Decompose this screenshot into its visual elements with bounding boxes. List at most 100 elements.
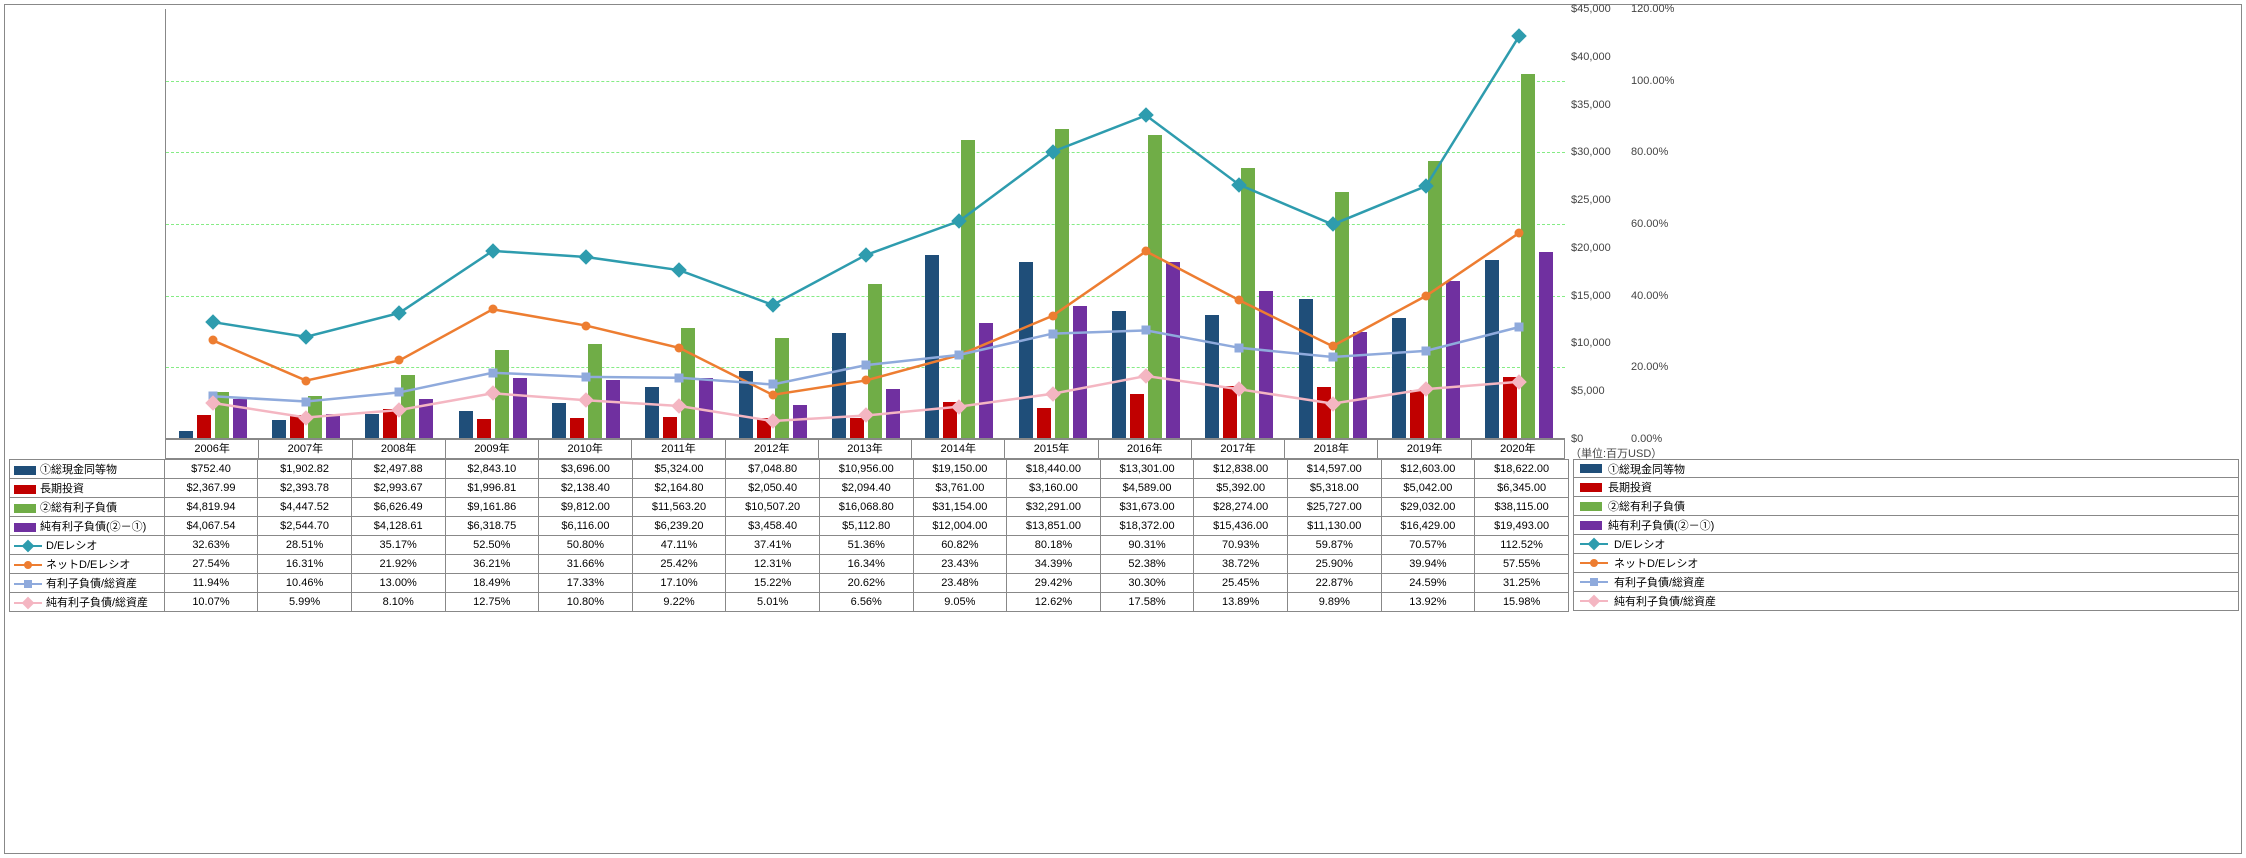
- legend-label: ①総現金同等物: [1608, 461, 1685, 477]
- value-cell: $2,497.88: [351, 460, 445, 479]
- value-cell: 35.17%: [351, 536, 445, 555]
- table-row: 有利子負債/総資産11.94%10.46%13.00%18.49%17.33%1…: [10, 574, 1569, 593]
- table-row: 純有利子負債/総資産10.07%5.99%8.10%12.75%10.80%9.…: [10, 593, 1569, 612]
- value-cell: 6.56%: [819, 593, 913, 612]
- value-cell: 51.36%: [819, 536, 913, 555]
- row-header-debt: ②総有利子負債: [10, 498, 165, 517]
- value-cell: $2,393.78: [258, 479, 352, 498]
- value-cell: $5,392.00: [1194, 479, 1288, 498]
- y1-tick-label: $10,000: [1571, 337, 1611, 349]
- value-cell: $18,372.00: [1100, 517, 1194, 536]
- value-cell: 11.94%: [164, 574, 258, 593]
- marker-netde: [768, 390, 777, 399]
- y1-tick-label: $35,000: [1571, 99, 1611, 111]
- year-cell: 2011年: [632, 439, 725, 459]
- series-label: 純有利子負債/総資産: [46, 597, 148, 609]
- marker-da: [1142, 326, 1151, 335]
- marker-da: [488, 368, 497, 377]
- value-cell: $29,032.00: [1381, 498, 1475, 517]
- value-cell: 29.42%: [1007, 574, 1101, 593]
- year-cell: 2017年: [1192, 439, 1285, 459]
- legend-item-de: D/Eレシオ: [1573, 535, 2239, 554]
- marker-da: [955, 350, 964, 359]
- value-cell: $2,993.67: [351, 479, 445, 498]
- marker-netde: [1328, 342, 1337, 351]
- value-cell: $2,094.40: [819, 479, 913, 498]
- marker-netde: [1048, 311, 1057, 320]
- legend-label: 純有利子負債(②－①): [1608, 517, 1714, 533]
- value-cell: $19,493.00: [1475, 517, 1569, 536]
- value-cell: 31.66%: [539, 555, 633, 574]
- value-cell: $31,154.00: [913, 498, 1007, 517]
- value-cell: 57.55%: [1475, 555, 1569, 574]
- value-cell: $2,050.40: [726, 479, 820, 498]
- value-cell: 31.25%: [1475, 574, 1569, 593]
- value-cell: 28.51%: [258, 536, 352, 555]
- value-cell: 27.54%: [164, 555, 258, 574]
- marker-netde: [302, 376, 311, 385]
- marker-netde: [395, 356, 404, 365]
- marker-netde: [675, 343, 684, 352]
- value-cell: 112.52%: [1475, 536, 1569, 555]
- value-cell: $2,138.40: [539, 479, 633, 498]
- series-label: ①総現金同等物: [40, 464, 117, 476]
- lines-layer: [166, 9, 1566, 439]
- value-cell: $14,597.00: [1287, 460, 1381, 479]
- year-cell: 2006年: [165, 439, 259, 459]
- y1-tick-label: $25,000: [1571, 194, 1611, 206]
- plot-area: [165, 9, 1565, 439]
- value-cell: $752.40: [164, 460, 258, 479]
- table-row: ①総現金同等物$752.40$1,902.82$2,497.88$2,843.1…: [10, 460, 1569, 479]
- value-cell: 39.94%: [1381, 555, 1475, 574]
- series-label: 純有利子負債(②－①): [40, 521, 146, 533]
- value-cell: 80.18%: [1007, 536, 1101, 555]
- row-header-cash: ①総現金同等物: [10, 460, 165, 479]
- legend-label: 長期投資: [1608, 479, 1652, 495]
- value-cell: 10.80%: [539, 593, 633, 612]
- value-cell: 9.89%: [1287, 593, 1381, 612]
- row-header-netdebt: 純有利子負債(②－①): [10, 517, 165, 536]
- legend-item-netdebt: 純有利子負債(②－①): [1573, 516, 2239, 535]
- value-cell: $5,318.00: [1287, 479, 1381, 498]
- year-cell: 2015年: [1005, 439, 1098, 459]
- value-cell: $4,067.54: [164, 517, 258, 536]
- value-cell: 15.22%: [726, 574, 820, 593]
- value-cell: $5,324.00: [632, 460, 726, 479]
- marker-da: [768, 380, 777, 389]
- marker-da: [1422, 346, 1431, 355]
- value-cell: $2,843.10: [445, 460, 539, 479]
- value-cell: $4,128.61: [351, 517, 445, 536]
- x-axis-year-row: 2006年2007年2008年2009年2010年2011年2012年2013年…: [165, 439, 1565, 459]
- value-cell: $2,164.80: [632, 479, 726, 498]
- value-cell: $6,116.00: [539, 517, 633, 536]
- value-cell: 9.05%: [913, 593, 1007, 612]
- value-cell: $10,956.00: [819, 460, 913, 479]
- value-cell: 12.31%: [726, 555, 820, 574]
- value-cell: $10,507.20: [726, 498, 820, 517]
- value-cell: 34.39%: [1007, 555, 1101, 574]
- value-cell: $11,130.00: [1287, 517, 1381, 536]
- value-cell: $6,239.20: [632, 517, 726, 536]
- value-cell: 17.33%: [539, 574, 633, 593]
- value-cell: 24.59%: [1381, 574, 1475, 593]
- line-de: [213, 36, 1520, 337]
- value-cell: $12,004.00: [913, 517, 1007, 536]
- year-cell: 2007年: [259, 439, 352, 459]
- marker-netde: [582, 321, 591, 330]
- legend-item-netde: ネットD/Eレシオ: [1573, 554, 2239, 573]
- value-cell: $6,626.49: [351, 498, 445, 517]
- y1-tick-label: $5,000: [1571, 385, 1605, 397]
- value-cell: $19,150.00: [913, 460, 1007, 479]
- value-cell: 17.10%: [632, 574, 726, 593]
- value-cell: 70.93%: [1194, 536, 1288, 555]
- legend-label: ②総有利子負債: [1608, 498, 1685, 514]
- marker-netde: [862, 376, 871, 385]
- value-cell: $16,068.80: [819, 498, 913, 517]
- year-cell: 2019年: [1378, 439, 1471, 459]
- legend-item-da: 有利子負債/総資産: [1573, 573, 2239, 592]
- row-header-de: D/Eレシオ: [10, 536, 165, 555]
- value-cell: $2,367.99: [164, 479, 258, 498]
- legend-label: D/Eレシオ: [1614, 536, 1665, 552]
- y2-tick-label: 0.00%: [1631, 433, 1662, 445]
- value-cell: $3,696.00: [539, 460, 633, 479]
